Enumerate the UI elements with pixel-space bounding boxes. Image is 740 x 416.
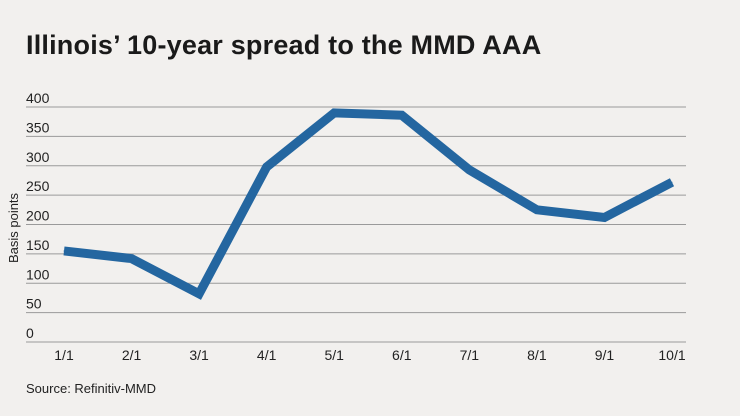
x-tick-label: 6/1 (392, 347, 412, 363)
x-tick-label: 1/1 (54, 347, 74, 363)
series-line (63, 108, 675, 300)
y-tick-label: 300 (26, 149, 50, 165)
y-tick-label: 200 (26, 208, 50, 224)
x-tick-label: 10/1 (658, 347, 685, 363)
data-point (333, 112, 335, 114)
data-point (131, 258, 133, 260)
y-axis-label: Basis points (6, 192, 21, 263)
data-point (266, 166, 268, 168)
x-tick-label: 2/1 (122, 347, 142, 363)
series-layer (63, 108, 675, 300)
x-tick-label: 3/1 (189, 347, 209, 363)
data-point (671, 181, 673, 183)
x-tick-label: 7/1 (460, 347, 480, 363)
gridlines (26, 106, 686, 343)
y-axis-ticks: 0 50 100 150 200 250 300 350 400 (26, 90, 50, 341)
y-tick-label: 250 (26, 178, 50, 194)
chart-title: Illinois’ 10-year spread to the MMD AAA (26, 30, 542, 60)
x-tick-label: 9/1 (595, 347, 615, 363)
y-tick-label: 100 (26, 266, 50, 282)
data-point (401, 114, 403, 116)
data-point (603, 216, 605, 218)
y-tick-label: 0 (26, 325, 34, 341)
x-tick-label: 4/1 (257, 347, 277, 363)
y-tick-label: 350 (26, 119, 50, 135)
x-tick-label: 5/1 (324, 347, 344, 363)
y-tick-label: 150 (26, 237, 50, 253)
y-tick-label: 400 (26, 90, 50, 106)
data-point (63, 250, 65, 252)
source-note: Source: Refinitiv-MMD (26, 381, 157, 396)
y-tick-label: 50 (26, 296, 42, 312)
data-point (198, 293, 200, 295)
x-tick-label: 8/1 (527, 347, 547, 363)
data-point (468, 169, 470, 171)
x-axis-ticks: 1/1 2/1 3/1 4/1 5/1 6/1 7/1 8/1 9/1 10/1 (54, 347, 686, 363)
data-point (536, 209, 538, 211)
